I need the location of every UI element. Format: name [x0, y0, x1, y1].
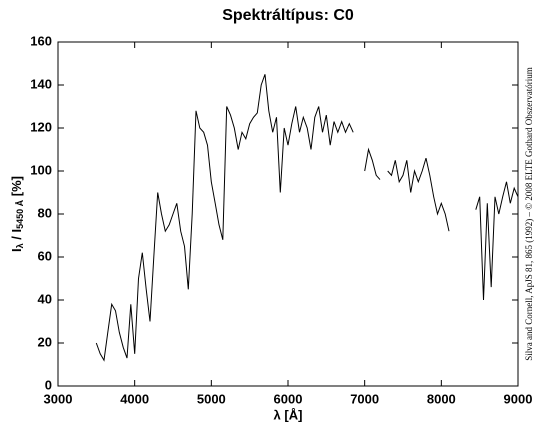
- x-tick-label: 4000: [120, 391, 149, 406]
- x-tick-label: 9000: [504, 391, 533, 406]
- y-label-part: / I: [9, 229, 24, 243]
- y-tick-label: 100: [30, 162, 52, 177]
- y-tick-label: 0: [45, 377, 52, 392]
- x-tick-label: 6000: [274, 391, 303, 406]
- y-label-part: λ: [15, 243, 25, 248]
- y-axis-label: Iλ / I5450 Å [%]: [9, 176, 25, 252]
- y-tick-label: 120: [30, 119, 52, 134]
- x-tick-label: 8000: [427, 391, 456, 406]
- plot-frame: [57, 41, 519, 387]
- y-label-part: I: [9, 248, 24, 252]
- y-tick-label: 20: [38, 334, 52, 349]
- x-axis-label: λ [Å]: [274, 407, 303, 422]
- x-tick-label: 7000: [350, 391, 379, 406]
- spectrum-line: [95, 74, 519, 362]
- y-tick-label: 140: [30, 76, 52, 91]
- y-label-part: [%]: [9, 176, 24, 200]
- y-tick-label: 160: [30, 33, 52, 48]
- x-tick-label: 5000: [197, 391, 226, 406]
- chart-title: Spektráltípus: C0: [222, 7, 354, 24]
- y-tick-label: 80: [38, 205, 52, 220]
- y-tick-label: 40: [38, 291, 52, 306]
- x-tick-label: 3000: [44, 391, 73, 406]
- credit: Silva and Cornell, ApJS 81, 865 (1992) –…: [524, 67, 534, 360]
- y-tick-label: 60: [38, 248, 52, 263]
- y-label-part: 5450 Å: [15, 199, 25, 229]
